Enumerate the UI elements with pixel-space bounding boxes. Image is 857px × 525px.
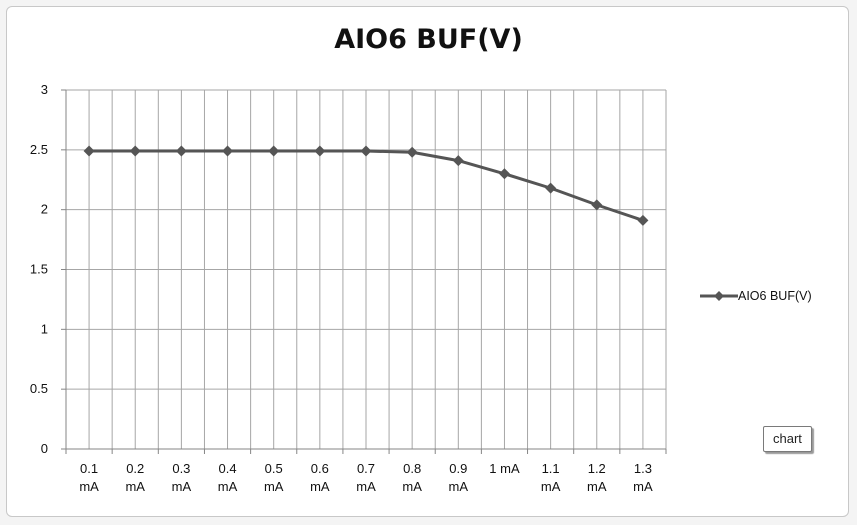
chart-title: AIO6 BUF(V) [334,24,523,55]
data-point [406,146,418,158]
chart-area [6,6,849,517]
x-tick-label: 0.6 mA [310,461,330,494]
x-tick-label-line: 0.3 [172,461,190,476]
x-tick-label-line: 1 mA [489,461,520,476]
data-point [452,155,464,167]
y-tick-label: 0 [41,441,48,456]
x-tick-label-line: 0.1 [80,461,98,476]
legend-marker-icon [700,289,738,303]
x-tick-label-line: 0.5 [265,461,283,476]
x-tick-label-line: 0.2 [126,461,144,476]
x-tick-label-line: mA [172,479,192,494]
data-point [498,168,510,180]
x-tick-label-line: mA [402,479,422,494]
data-point [129,145,141,157]
x-tick-label-line: mA [310,479,330,494]
x-tick-label-line: 0.7 [357,461,375,476]
x-tick-label: 0.5 mA [264,461,284,494]
x-tick-label-line: 0.6 [311,461,329,476]
x-tick-label-line: mA [264,479,284,494]
y-tick-label: 2.5 [30,142,48,157]
data-point [83,145,95,157]
x-tick-label: 0.4 mA [218,461,238,494]
x-tick-label-line: mA [79,479,99,494]
x-tick-label-line: 0.9 [449,461,467,476]
x-tick-label-line: mA [125,479,145,494]
y-tick-label: 3 [41,82,48,97]
x-tick-label: 1.2 mA [587,461,607,494]
legend-label: AIO6 BUF(V) [738,289,812,303]
x-tick-label: 0.3 mA [172,461,192,494]
data-point [175,145,187,157]
x-tick-label-line: mA [218,479,238,494]
data-point [314,145,326,157]
data-point [268,145,280,157]
data-point [545,182,557,194]
x-tick-label: 0.8 mA [402,461,422,494]
data-point [360,145,372,157]
x-tick-label-line: mA [356,479,376,494]
x-tick-label-line: mA [449,479,469,494]
y-tick-label: 0.5 [30,381,48,396]
legend: AIO6 BUF(V) [700,288,812,304]
y-tick-label: 2 [41,202,48,217]
x-tick-label: 0.7 mA [356,461,376,494]
x-tick-label: 1 mA [489,461,520,476]
x-tick-label-line: 0.8 [403,461,421,476]
x-tick-label: 1.1 mA [541,461,561,494]
x-tick-label: 0.1 mA [79,461,99,494]
x-tick-label-line: 1.3 [634,461,652,476]
data-point [591,199,603,211]
y-tick-label: 1.5 [30,262,48,277]
x-tick-label-line: mA [587,479,607,494]
x-tick-label-line: 1.1 [542,461,560,476]
chart-button[interactable]: chart [763,426,812,452]
y-tick-label: 1 [41,321,48,336]
data-point [222,145,234,157]
x-tick-label-line: mA [633,479,653,494]
x-tick-label: 0.9 mA [449,461,469,494]
x-tick-label-line: 1.2 [588,461,606,476]
x-tick-label-line: 0.4 [218,461,236,476]
x-tick-label: 1.3 mA [633,461,653,494]
data-point [637,214,649,226]
x-tick-label: 0.2 mA [125,461,145,494]
x-tick-label-line: mA [541,479,561,494]
